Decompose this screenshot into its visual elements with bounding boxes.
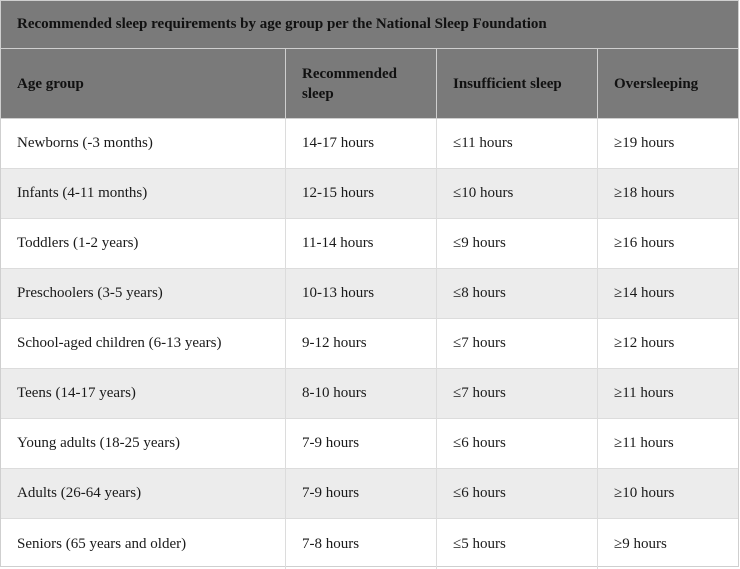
header-age-group: Age group: [1, 49, 286, 118]
recommended-sleep-cell: 14-17 hours: [286, 119, 437, 168]
table-row: Toddlers (1-2 years) 11-14 hours ≤9 hour…: [1, 219, 738, 269]
recommended-sleep-cell: 12-15 hours: [286, 169, 437, 218]
recommended-sleep-cell: 7-8 hours: [286, 519, 437, 569]
age-group-cell: Preschoolers (3-5 years): [1, 269, 286, 318]
oversleeping-cell: ≥12 hours: [614, 335, 675, 351]
insufficient-sleep-cell: ≤6 hours: [437, 419, 598, 468]
recommended-sleep-cell: 7-9 hours: [286, 419, 437, 468]
table-row: Newborns (-3 months) 14-17 hours ≤11 hou…: [1, 119, 738, 169]
header-recommended-sleep: Recommended sleep: [286, 49, 437, 118]
age-group-cell: Infants (4-11 months): [1, 169, 286, 218]
oversleeping-cell: ≥9 hours: [614, 535, 667, 552]
age-group-cell: Teens (14-17 years): [1, 369, 286, 418]
header-oversleeping: Oversleeping: [614, 75, 699, 92]
recommended-sleep-cell: 9-12 hours: [286, 319, 437, 368]
table-row: Teens (14-17 years) 8-10 hours ≤7 hours …: [1, 369, 738, 419]
insufficient-sleep-cell: ≤9 hours: [437, 219, 598, 268]
age-group-cell: Adults (26-64 years): [1, 469, 286, 518]
oversleeping-cell: ≥11 hours: [614, 435, 674, 451]
age-group-cell: Seniors (65 years and older): [1, 519, 286, 569]
insufficient-sleep-cell: ≤8 hours: [437, 269, 598, 318]
insufficient-sleep-cell: ≤7 hours: [437, 319, 598, 368]
table-header-row: Age group Recommended sleep Insufficient…: [1, 49, 738, 119]
oversleeping-cell: ≥10 hours: [614, 485, 675, 501]
insufficient-sleep-cell: ≤10 hours: [437, 169, 598, 218]
table-row: Infants (4-11 months) 12-15 hours ≤10 ho…: [1, 169, 738, 219]
table-row: Seniors (65 years and older) 7-8 hours ≤…: [1, 519, 738, 569]
age-group-cell: School-aged children (6-13 years): [1, 319, 286, 368]
table-caption: Recommended sleep requirements by age gr…: [1, 1, 738, 49]
recommended-sleep-cell: 10-13 hours: [286, 269, 437, 318]
oversleeping-cell: ≥16 hours: [614, 235, 675, 251]
insufficient-sleep-cell: ≤11 hours: [437, 119, 598, 168]
oversleeping-cell: ≥18 hours: [614, 185, 675, 201]
age-group-cell: Newborns (-3 months): [1, 119, 286, 168]
insufficient-sleep-cell: ≤5 hours: [437, 519, 598, 569]
oversleeping-cell: ≥19 hours: [614, 135, 675, 151]
table-row: School-aged children (6-13 years) 9-12 h…: [1, 319, 738, 369]
oversleeping-cell: ≥11 hours: [614, 385, 674, 401]
table-row: Preschoolers (3-5 years) 10-13 hours ≤8 …: [1, 269, 738, 319]
table-row: Adults (26-64 years) 7-9 hours ≤6 hours …: [1, 469, 738, 519]
oversleeping-cell: ≥14 hours: [614, 285, 675, 301]
age-group-cell: Toddlers (1-2 years): [1, 219, 286, 268]
table-row: Young adults (18-25 years) 7-9 hours ≤6 …: [1, 419, 738, 469]
recommended-sleep-cell: 11-14 hours: [286, 219, 437, 268]
insufficient-sleep-cell: ≤7 hours: [437, 369, 598, 418]
recommended-sleep-cell: 8-10 hours: [286, 369, 437, 418]
recommended-sleep-cell: 7-9 hours: [286, 469, 437, 518]
header-insufficient-sleep: Insufficient sleep: [437, 49, 598, 118]
insufficient-sleep-cell: ≤6 hours: [437, 469, 598, 518]
age-group-cell: Young adults (18-25 years): [1, 419, 286, 468]
